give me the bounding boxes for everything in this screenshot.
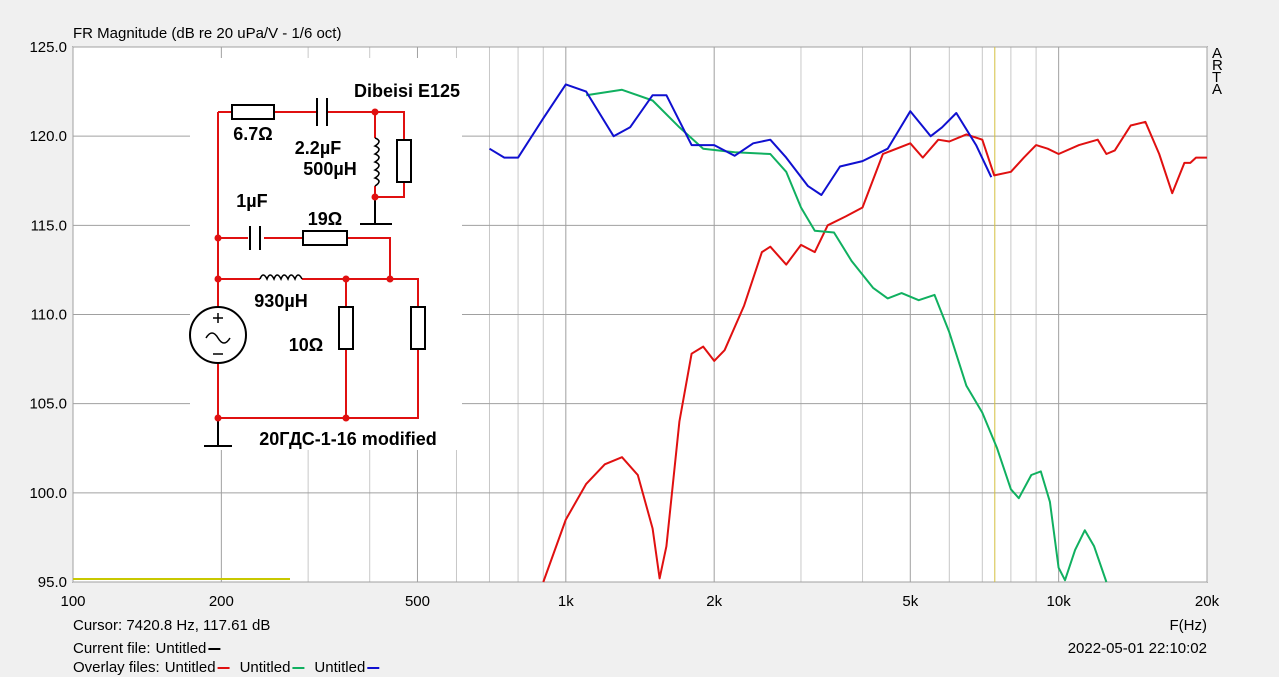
y-tick-label: 125.0 — [29, 39, 67, 56]
ground — [204, 418, 232, 447]
x-tick-label: 20k — [1195, 593, 1220, 610]
junctions — [214, 108, 394, 422]
chart-title: FR Magnitude (dB re 20 uPa/V - 1/6 oct) — [73, 25, 341, 42]
label: 500µH — [303, 159, 356, 179]
resistor — [410, 306, 426, 350]
inductor — [259, 274, 303, 281]
ground — [360, 197, 392, 225]
brand: ARTA — [1212, 45, 1223, 98]
wire — [217, 111, 419, 419]
legend-label: Untitled — [165, 659, 216, 676]
x-tick-label: 200 — [209, 593, 234, 610]
y-tick-label: 105.0 — [29, 396, 67, 413]
label: 20ГДС-1-16 modified — [259, 429, 437, 449]
label: 10Ω — [289, 335, 323, 355]
y-tick-label: 110.0 — [31, 307, 67, 324]
label: 6.7Ω — [233, 124, 272, 144]
x-tick-label: 100 — [60, 593, 85, 610]
x-tick-label: 2k — [706, 593, 722, 610]
current-file: Untitled — [156, 640, 207, 657]
cursor-readout: Cursor: 7420.8 Hz, 117.61 dB — [73, 617, 270, 634]
resistor — [338, 306, 354, 350]
x-tick-label: 1k — [558, 593, 574, 610]
source — [189, 306, 247, 364]
capacitor — [249, 226, 261, 250]
legend-label: Untitled — [314, 659, 365, 676]
label: 1µF — [236, 191, 267, 211]
label: 2.2µF — [295, 138, 341, 158]
resistor — [302, 230, 348, 246]
capacitor — [316, 98, 328, 126]
y-tick-label: 115.0 — [31, 217, 67, 234]
y-tick-label: 120.0 — [29, 128, 67, 145]
x-axis-label: F(Hz) — [1170, 617, 1208, 634]
y-tick-label: 95.0 — [38, 574, 67, 591]
series-line — [542, 120, 1207, 583]
overlay-label: Overlay files: — [73, 659, 160, 676]
label: Dibeisi E125 — [354, 81, 460, 101]
resistor — [231, 104, 275, 120]
label: 19Ω — [308, 209, 342, 229]
label: 930µH — [254, 291, 307, 311]
x-tick-label: 5k — [902, 593, 918, 610]
source-symbol — [205, 313, 231, 355]
circuit: Dibeisi E125 6.7Ω 2.2µF 500µH 1µF 19Ω 93… — [189, 58, 462, 450]
timestamp: 2022-05-01 22:10:02 — [1068, 640, 1207, 657]
x-tick-label: 10k — [1047, 593, 1072, 610]
resistor — [396, 139, 412, 183]
current-file-label: Current file: — [73, 640, 151, 657]
x-tick-label: 500 — [405, 593, 430, 610]
y-tick-label: 100.0 — [29, 485, 67, 502]
gap — [316, 100, 328, 124]
inductor — [373, 137, 380, 187]
series-line — [488, 83, 993, 196]
legend-label: Untitled — [240, 659, 291, 676]
